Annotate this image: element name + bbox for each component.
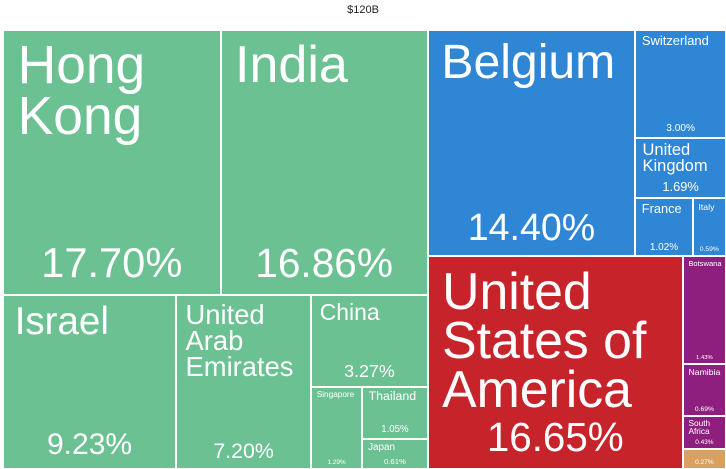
treemap-cell: Botswana 1.43%: [682, 256, 726, 365]
treemap-cell: Japan 0.61%: [362, 438, 428, 469]
value-label: 3.00%: [666, 123, 695, 135]
treemap-cell: India 16.86%: [220, 30, 428, 296]
treemap-cell: Namibia 0.69%: [682, 364, 726, 417]
value-label: 16.65%: [486, 413, 624, 460]
category-label: South Africa: [688, 418, 711, 437]
treemap-cell: Hong Kong 17.70%: [3, 30, 221, 296]
category-label: France: [641, 201, 682, 217]
treemap-cell: United Kingdom 1.69%: [635, 137, 726, 199]
value-label: 1.29%: [327, 459, 346, 467]
value-label: 1.05%: [381, 424, 409, 436]
treemap-cell: China 3.27%: [311, 295, 428, 387]
category-label: Botswana: [688, 259, 722, 269]
value-label: 1.69%: [662, 179, 699, 195]
treemap-cell: South Africa 0.43%: [682, 416, 726, 449]
treemap-cell: Thailand 1.05%: [362, 386, 428, 439]
treemap-cell: Singapore 1.29%: [311, 386, 363, 469]
value-label: 17.70%: [41, 238, 183, 286]
treemap-cell: 0.27%: [682, 448, 726, 469]
treemap-cell: United Arab Emirates 7.20%: [176, 295, 312, 469]
value-label: 3.27%: [344, 360, 395, 381]
value-label: 1.43%: [696, 355, 713, 362]
category-label: Hong Kong: [17, 36, 146, 146]
value-label: 0.43%: [695, 438, 714, 446]
value-label: 9.23%: [46, 428, 133, 462]
treemap-cell: United States of America 16.65%: [427, 256, 683, 469]
treemap-cell: France 1.02%: [635, 198, 693, 257]
category-label: India: [234, 35, 348, 94]
category-label: Singapore: [316, 389, 355, 399]
value-label: 14.40%: [467, 205, 596, 248]
treemap-cell: Switzerland 3.00%: [635, 30, 726, 138]
category-label: United States of America: [442, 261, 647, 419]
category-label: Japan: [368, 442, 396, 454]
category-label: Thailand: [368, 389, 417, 404]
category-label: Switzerland: [641, 32, 709, 48]
category-label: Belgium: [441, 35, 616, 90]
category-label: Namibia: [688, 367, 721, 378]
value-label: 1.02%: [649, 241, 679, 253]
category-label: Italy: [698, 201, 715, 212]
treemap-cell: Belgium 14.40%: [427, 30, 636, 257]
value-label: 16.86%: [255, 240, 394, 287]
value-label: 0.27%: [695, 459, 714, 466]
treemap-cell: Israel 9.23%: [3, 295, 177, 469]
value-label: 0.59%: [699, 246, 719, 254]
value-label: 7.20%: [213, 438, 274, 463]
chart-title: $120B: [347, 4, 379, 16]
value-label: 0.61%: [383, 456, 406, 466]
category-label: United Kingdom: [642, 141, 708, 175]
treemap-cell: Italy 0.59%: [692, 198, 726, 257]
category-label: Israel: [14, 299, 109, 343]
category-label: United Arab Emirates: [185, 299, 294, 383]
value-label: 0.69%: [694, 406, 714, 414]
category-label: China: [319, 298, 380, 325]
